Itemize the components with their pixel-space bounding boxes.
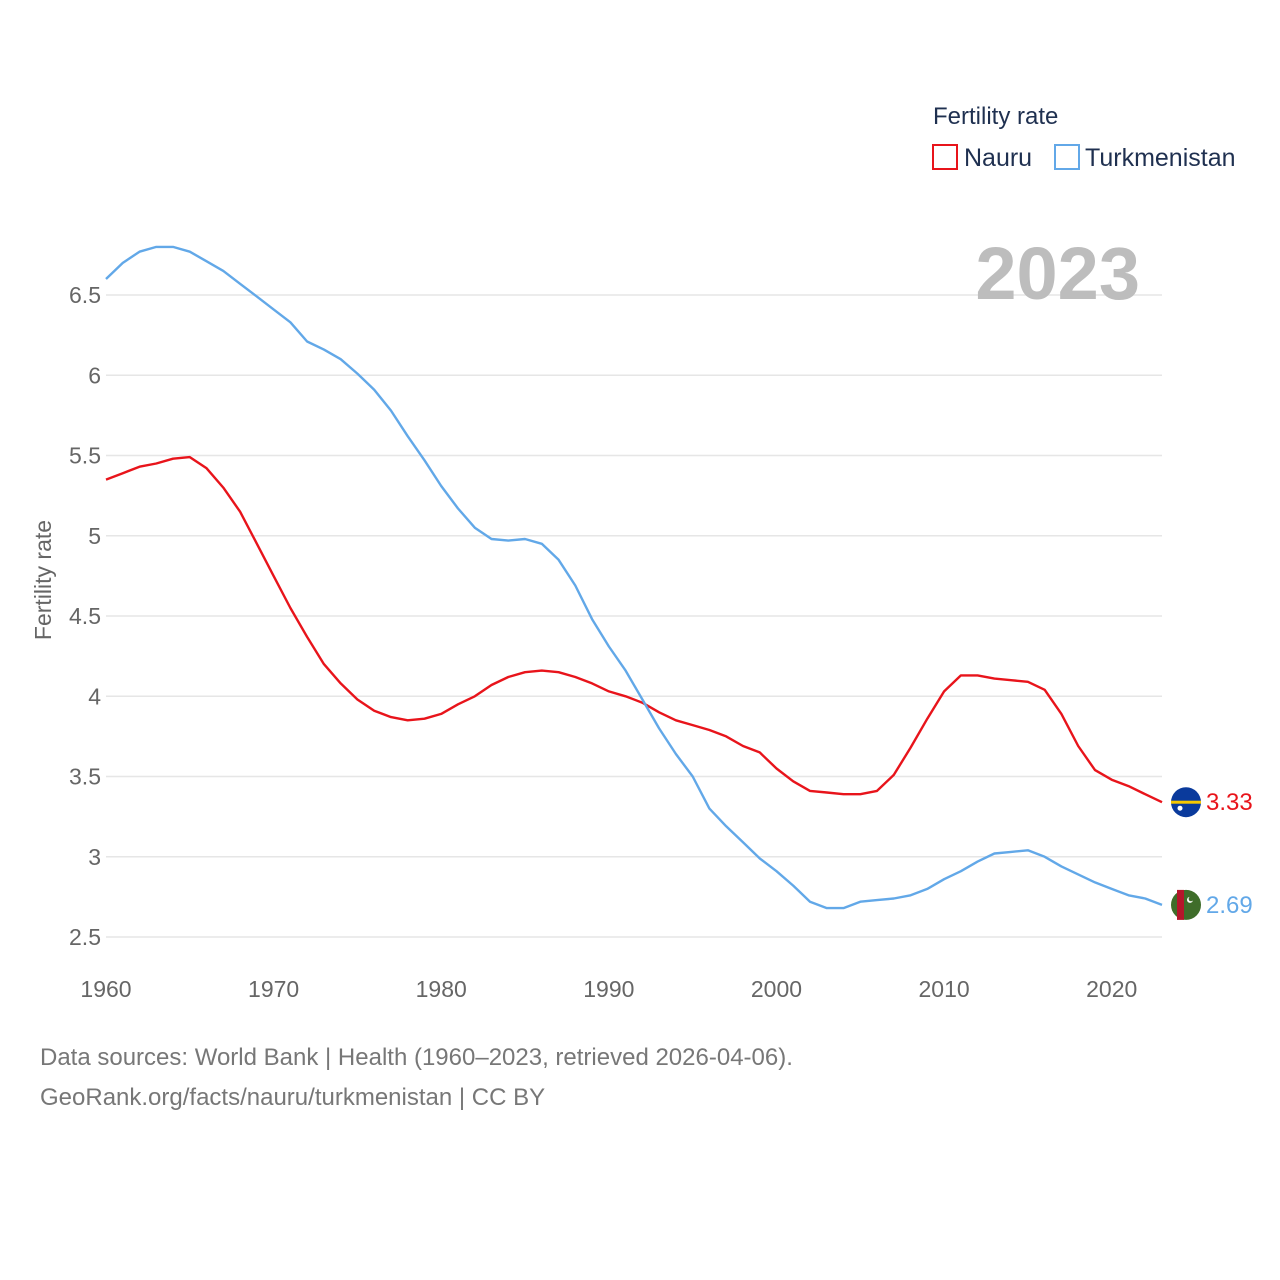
y-tick-label: 4.5: [69, 603, 101, 629]
legend-label-turkmenistan: Turkmenistan: [1085, 144, 1236, 172]
x-tick-label: 1970: [248, 976, 299, 1002]
legend: Fertility rate Nauru Turkmenistan: [932, 103, 1236, 172]
x-tick-label: 1960: [80, 976, 131, 1002]
y-axis-title: Fertility rate: [30, 520, 56, 640]
y-tick-label: 3.5: [69, 764, 101, 790]
legend-swatch-turkmenistan: [1054, 144, 1080, 170]
y-tick-label: 2.5: [69, 924, 101, 950]
line-chart: 2.5 3 3.5 4 4.5 5 5.5 6 6.5 1960 1970 1980 1990 2000…: [30, 103, 1253, 1002]
x-axis-ticks: 1960 1970 1980 1990 2000 2010 2020: [80, 976, 1137, 1002]
legend-swatch-nauru: [932, 144, 958, 170]
y-tick-label: 5: [88, 523, 101, 549]
x-tick-label: 2020: [1086, 976, 1137, 1002]
footer-sources: Data sources: World Bank | Health (1960–…: [40, 1044, 793, 1071]
turkmenistan-flag-icon: [1171, 889, 1201, 920]
y-tick-label: 6: [88, 362, 101, 388]
series-line-nauru: [105, 455, 1163, 804]
nauru-flag-icon: [1171, 787, 1201, 818]
x-tick-label: 2000: [751, 976, 802, 1002]
end-label-nauru: 3.33: [1206, 789, 1253, 816]
grid-lines: [106, 294, 1162, 938]
legend-label-nauru: Nauru: [964, 144, 1032, 172]
end-label-turkmenistan: 2.69: [1206, 892, 1253, 919]
y-axis-ticks: 2.5 3 3.5 4 4.5 5 5.5 6 6.5: [69, 282, 101, 950]
x-tick-label: 2010: [919, 976, 970, 1002]
x-tick-label: 1980: [416, 976, 467, 1002]
series-lines: [105, 245, 1163, 910]
x-tick-label: 1990: [583, 976, 634, 1002]
legend-title: Fertility rate: [933, 103, 1058, 130]
y-tick-label: 6.5: [69, 282, 101, 308]
y-tick-label: 4: [88, 683, 101, 709]
year-label: 2023: [975, 232, 1140, 315]
end-markers: 3.33 2.69: [1171, 787, 1253, 920]
series-line-turkmenistan: [105, 245, 1163, 910]
y-tick-label: 5.5: [69, 443, 101, 469]
footer-credit: GeoRank.org/facts/nauru/turkmenistan | C…: [40, 1084, 546, 1111]
y-tick-label: 3: [88, 844, 101, 870]
